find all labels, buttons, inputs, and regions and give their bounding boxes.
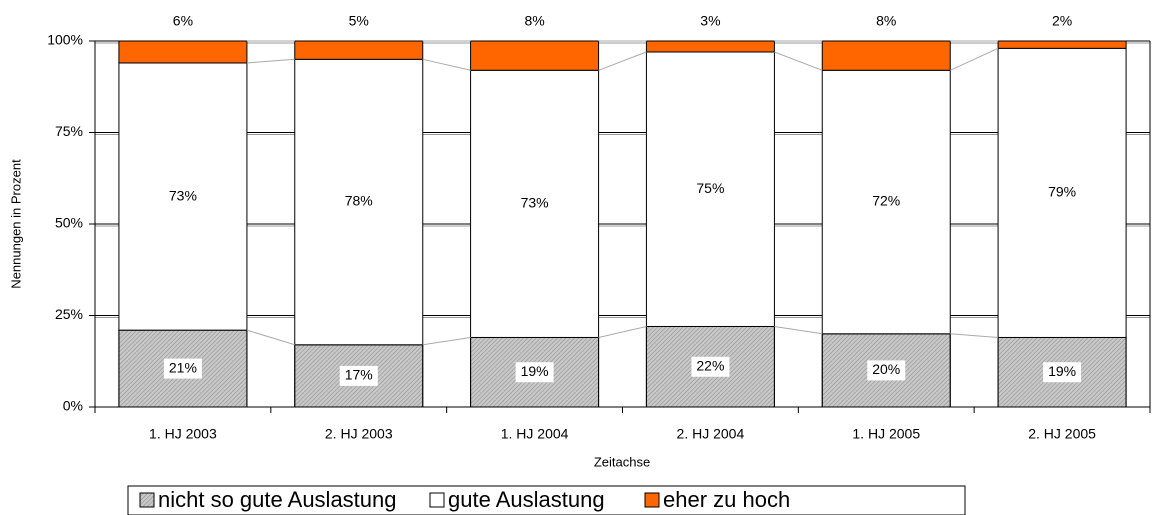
data-label: 79% <box>1048 184 1076 200</box>
x-tick-label: 1. HJ 2004 <box>501 426 569 442</box>
bar-segment <box>470 69 600 338</box>
data-label: 73% <box>169 187 197 203</box>
data-label: 17% <box>345 367 373 383</box>
series-line <box>246 329 295 346</box>
label-bg <box>1043 362 1082 383</box>
bar-segment <box>997 40 1127 49</box>
data-label: 8% <box>876 13 896 29</box>
legend-swatch <box>644 492 660 508</box>
bar-segment <box>118 40 248 64</box>
x-tick-label: 1. HJ 2003 <box>149 426 217 442</box>
label-bg <box>339 365 378 386</box>
legend-box <box>127 485 966 515</box>
series-line <box>774 325 823 335</box>
bar-segment <box>997 47 1127 338</box>
data-label: 19% <box>1048 363 1076 379</box>
data-label: 78% <box>345 193 373 209</box>
data-label: 73% <box>521 195 549 211</box>
series-line <box>598 325 647 338</box>
label-bg <box>867 360 906 381</box>
bar-segment <box>821 40 951 71</box>
bar-segment <box>645 51 775 327</box>
series-line <box>598 51 647 71</box>
x-tick-label: 1. HJ 2005 <box>852 426 920 442</box>
series-line <box>774 51 823 71</box>
data-label: 75% <box>696 180 724 196</box>
data-label: 19% <box>521 363 549 379</box>
legend-label: nicht so gute Auslastung <box>158 487 397 512</box>
data-label: 6% <box>173 13 193 29</box>
x-tick-label: 2. HJ 2005 <box>1028 426 1096 442</box>
label-bg <box>163 358 202 379</box>
bar-segment <box>645 40 775 53</box>
y-tick-label: 25% <box>55 306 83 322</box>
series-line <box>422 336 471 346</box>
series-line <box>950 47 999 71</box>
bar-segment <box>294 58 424 346</box>
data-label: 8% <box>524 13 544 29</box>
x-axis-title: Zeitachse <box>594 454 650 469</box>
label-bg <box>691 356 730 377</box>
data-label: 21% <box>169 359 197 375</box>
legend-hatch <box>139 492 155 508</box>
data-label: 72% <box>872 193 900 209</box>
series-line <box>422 58 471 71</box>
bar-segment <box>470 40 600 71</box>
y-tick-label: 50% <box>55 215 83 231</box>
legend-label: gute Auslastung <box>448 487 605 512</box>
bar-segment <box>294 40 424 60</box>
x-tick-label: 2. HJ 2004 <box>677 426 745 442</box>
legend-swatch <box>429 492 445 508</box>
y-axis-title: Nennungen in Prozent <box>8 159 23 289</box>
data-label: 5% <box>349 13 369 29</box>
x-tick-label: 2. HJ 2003 <box>325 426 393 442</box>
bar-segment <box>821 69 951 335</box>
label-bg <box>515 362 554 383</box>
series-line <box>950 333 999 338</box>
y-tick-label: 75% <box>55 123 83 139</box>
legend-label: eher zu hoch <box>663 487 790 512</box>
y-tick-label: 100% <box>47 32 83 48</box>
series-line <box>246 58 295 64</box>
data-label: 3% <box>700 13 720 29</box>
data-label: 2% <box>1052 13 1072 29</box>
y-tick-label: 0% <box>63 398 83 414</box>
data-label: 22% <box>696 357 724 373</box>
data-label: 20% <box>872 361 900 377</box>
bar-segment <box>118 62 248 331</box>
